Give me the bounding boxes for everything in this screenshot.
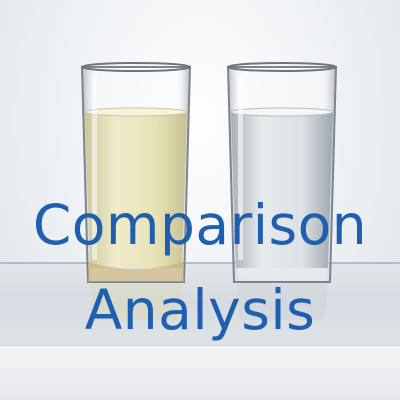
water-liquid (231, 112, 333, 268)
right-glass (226, 62, 338, 283)
left-glass (80, 62, 192, 283)
title-line-1: Comparison (32, 193, 368, 257)
shelf-edge (0, 262, 400, 264)
juice-liquid (85, 112, 187, 268)
left-reflection (90, 284, 182, 320)
right-reflection (236, 284, 328, 320)
title-line-2: Analysis (84, 278, 316, 342)
shelf-front (0, 345, 400, 400)
